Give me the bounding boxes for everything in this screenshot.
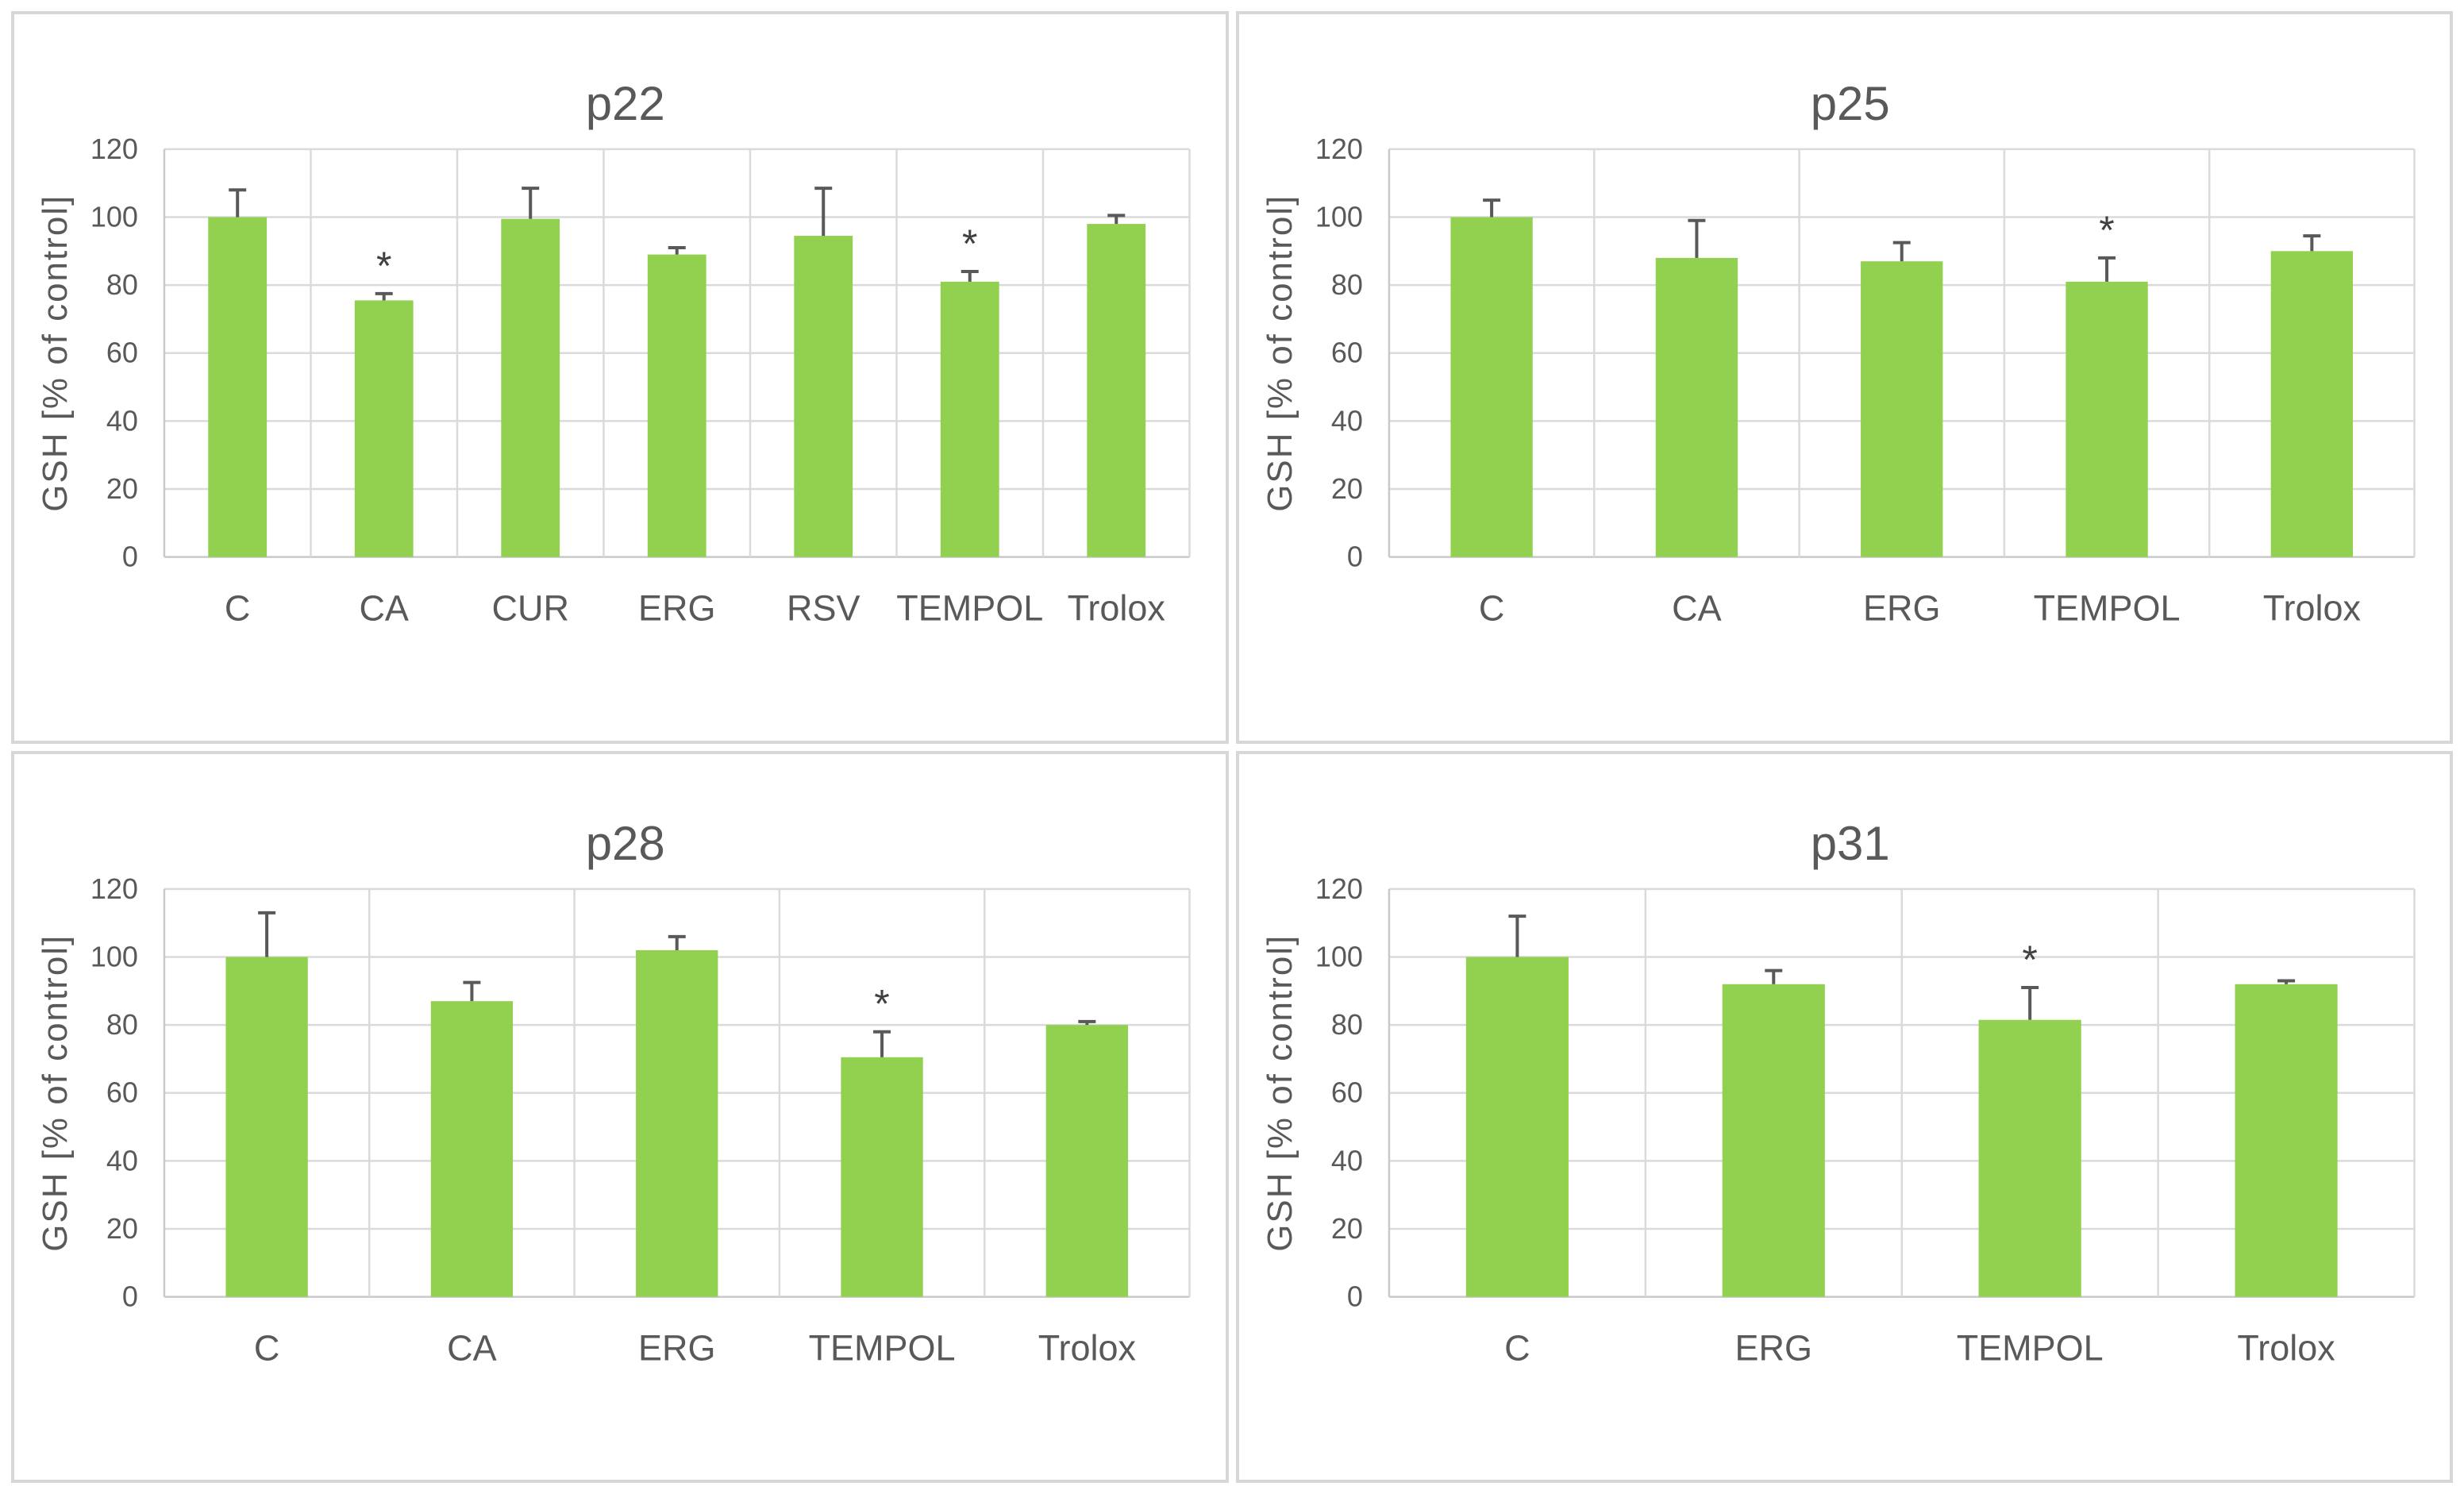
bar-TEMPOL [1978, 1019, 2081, 1297]
y-tick-0: 0 [1346, 541, 1362, 573]
y-tick-120: 120 [90, 133, 138, 165]
x-label-CUR: CUR [491, 588, 568, 629]
bar-ERG [1860, 261, 1942, 557]
bar-C [225, 957, 308, 1297]
y-tick-40: 40 [106, 1144, 138, 1176]
x-label-ERG: ERG [1734, 1327, 1811, 1368]
y-tick-100: 100 [1315, 940, 1362, 972]
x-label-Trolox: Trolox [1068, 588, 1165, 629]
y-tick-80: 80 [1330, 268, 1362, 301]
y-tick-80: 80 [106, 1008, 138, 1041]
y-tick-100: 100 [1315, 201, 1362, 233]
bar-C [1450, 217, 1533, 557]
bar-C [208, 217, 268, 557]
bar-ERG [1722, 984, 1825, 1297]
x-label-CA: CA [447, 1327, 496, 1368]
chart-title: p25 [1810, 77, 1889, 130]
bar-Trolox [2270, 251, 2353, 557]
chart-p25: 0 20 40 60 80 100 120 C CA ERG * TEMPOL Trolox GSH [%… [1260, 77, 2416, 629]
bar-Trolox [1087, 224, 1146, 557]
x-label-C: C [1504, 1327, 1530, 1368]
significance-star-TEMPOL: * [962, 221, 977, 266]
bar-RSV [794, 236, 853, 557]
chart-panel-p25: 0 20 40 60 80 100 120 C CA ERG * TEMPOL Trolox GSH [%… [1235, 11, 2453, 744]
y-axis-label: GSH [% of control] [36, 194, 75, 512]
x-label-CA: CA [359, 588, 408, 629]
chart-p31: 0 20 40 60 80 100 120 C ERG * TEMPOL Trolox GSH [% o… [1260, 816, 2416, 1368]
bar-Trolox [2234, 984, 2338, 1297]
significance-star-TEMPOL: * [874, 981, 889, 1026]
y-tick-20: 20 [106, 1212, 138, 1245]
significance-star-TEMPOL: * [2022, 938, 2037, 982]
x-label-Trolox: Trolox [2262, 588, 2360, 629]
x-label-Trolox: Trolox [2237, 1327, 2335, 1368]
bar-CA [354, 300, 414, 557]
y-tick-0: 0 [1346, 1280, 1362, 1312]
bar-TEMPOL [2065, 281, 2148, 557]
significance-star-TEMPOL: * [2099, 208, 2114, 252]
x-label-ERG: ERG [1862, 588, 1939, 629]
y-tick-60: 60 [106, 337, 138, 369]
y-tick-120: 120 [90, 872, 138, 904]
bar-ERG [647, 254, 706, 557]
y-axis-label: GSH [% of control] [1260, 934, 1299, 1251]
y-tick-100: 100 [90, 940, 138, 972]
chart-p28: 0 20 40 60 80 100 120 C CA ERG * TEMPOL Trolox GSH [%… [36, 816, 1191, 1368]
y-tick-40: 40 [1330, 1144, 1362, 1176]
bar-TEMPOL [841, 1057, 923, 1297]
bar-TEMPOL [940, 281, 999, 557]
x-label-TEMPOL: TEMPOL [809, 1327, 956, 1368]
y-tick-20: 20 [106, 472, 138, 505]
x-label-TEMPOL: TEMPOL [2033, 588, 2180, 629]
x-label-C: C [225, 588, 250, 629]
y-tick-0: 0 [122, 1280, 138, 1312]
y-tick-80: 80 [106, 268, 138, 301]
y-tick-40: 40 [106, 404, 138, 437]
bar-CA [430, 1000, 514, 1297]
x-label-ERG: ERG [638, 1327, 715, 1368]
chart-p22: 0 20 40 60 80 100 120 C * CA CUR ERG RSV * TEMPOL Trolo… [36, 77, 1191, 629]
y-tick-60: 60 [1330, 337, 1362, 369]
y-tick-40: 40 [1330, 404, 1362, 437]
chart-panel-p28: 0 20 40 60 80 100 120 C CA ERG * TEMPOL Trolox GSH [%… [11, 750, 1229, 1483]
x-label-C: C [254, 1327, 279, 1368]
y-tick-20: 20 [1330, 1212, 1362, 1245]
y-tick-20: 20 [1330, 472, 1362, 505]
y-tick-120: 120 [1315, 133, 1362, 165]
bar-CA [1655, 257, 1738, 557]
y-axis-label: GSH [% of control] [1260, 194, 1299, 512]
y-tick-100: 100 [90, 201, 138, 233]
y-tick-120: 120 [1315, 872, 1362, 904]
y-tick-60: 60 [1330, 1076, 1362, 1108]
bar-CUR [501, 218, 560, 557]
significance-star-CA: * [376, 244, 391, 288]
x-label-C: C [1478, 588, 1503, 629]
x-label-Trolox: Trolox [1038, 1327, 1136, 1368]
chart-title: p22 [586, 77, 665, 130]
x-label-TEMPOL: TEMPOL [1956, 1327, 2103, 1368]
x-label-RSV: RSV [787, 588, 860, 629]
y-tick-60: 60 [106, 1076, 138, 1108]
chart-title: p31 [1810, 816, 1889, 869]
chart-panel-p31: 0 20 40 60 80 100 120 C ERG * TEMPOL Trolox GSH [% o… [1235, 750, 2453, 1483]
x-label-CA: CA [1672, 588, 1721, 629]
bar-C [1465, 957, 1569, 1297]
y-tick-0: 0 [122, 541, 138, 573]
bar-Trolox [1045, 1024, 1129, 1297]
x-label-TEMPOL: TEMPOL [896, 588, 1043, 629]
bar-ERG [636, 949, 718, 1297]
x-label-ERG: ERG [638, 588, 715, 629]
y-axis-label: GSH [% of control] [36, 934, 75, 1251]
chart-panel-p22: 0 20 40 60 80 100 120 C * CA CUR ERG RSV * TEMPOL Trolo… [11, 11, 1229, 744]
y-tick-80: 80 [1330, 1008, 1362, 1041]
chart-title: p28 [586, 816, 665, 869]
